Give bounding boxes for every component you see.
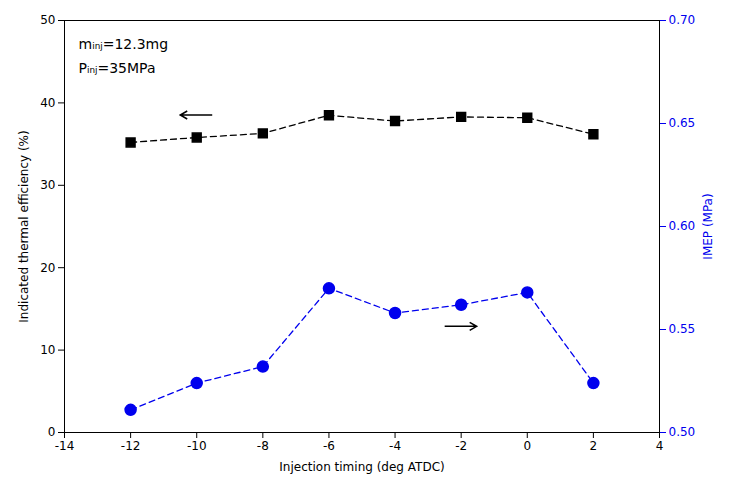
svg-text:IMEP (MPa): IMEP (MPa)	[701, 193, 715, 259]
svg-text:Injection timing (deg ATDC): Injection timing (deg ATDC)	[279, 460, 444, 474]
svg-text:-6: -6	[323, 439, 335, 453]
svg-text:40: 40	[40, 96, 55, 110]
svg-text:0.50: 0.50	[669, 425, 696, 439]
svg-text:30: 30	[40, 178, 55, 192]
svg-text:10: 10	[40, 343, 55, 357]
svg-text:2: 2	[590, 439, 598, 453]
svg-text:-2: -2	[455, 439, 467, 453]
svg-text:Indicated thermal efficiency (: Indicated thermal efficiency (%)	[17, 130, 31, 322]
svg-text:0.60: 0.60	[669, 219, 696, 233]
svg-text:-10: -10	[187, 439, 207, 453]
svg-text:0.55: 0.55	[669, 322, 696, 336]
svg-text:-14: -14	[55, 439, 75, 453]
svg-text:0.65: 0.65	[669, 116, 696, 130]
svg-text:0.70: 0.70	[669, 13, 696, 27]
svg-text:-4: -4	[389, 439, 401, 453]
svg-text:4: 4	[656, 439, 664, 453]
svg-text:20: 20	[40, 261, 55, 275]
svg-text:0: 0	[523, 439, 531, 453]
svg-text:-12: -12	[121, 439, 141, 453]
svg-text:0: 0	[48, 425, 56, 439]
svg-text:mᵢₙⱼ=12.3mgPᵢₙⱼ=35MPa: mᵢₙⱼ=12.3mgPᵢₙⱼ=35MPa	[79, 36, 169, 76]
svg-text:-8: -8	[257, 439, 269, 453]
svg-text:50: 50	[40, 13, 55, 27]
